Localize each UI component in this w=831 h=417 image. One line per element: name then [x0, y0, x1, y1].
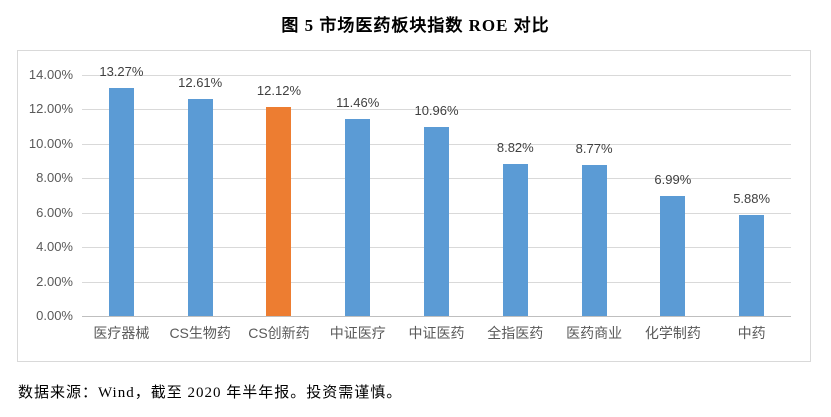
bar-slot-7: 8.77% [555, 75, 634, 316]
bar-3 [266, 107, 292, 316]
bar-slot-6: 8.82% [476, 75, 555, 316]
bar-2 [187, 98, 213, 316]
bar-slot-3: 12.12% [240, 75, 319, 316]
x-tick-label: 全指医药 [487, 325, 544, 341]
x-axis-labels: 医疗器械 CS生物药 CS创新药 中证医疗 中证医药 全指医药 医药商业 化学制药 中药 [82, 324, 791, 343]
x-axis-line [82, 316, 791, 317]
bar-slot-4: 11.46% [318, 75, 397, 316]
chart: 0.00% 2.00% 4.00% 6.00% 8.00% 10.00% 12.00% 14.… [17, 50, 811, 362]
bar-6 [502, 164, 528, 316]
data-label: 13.27% [99, 63, 144, 79]
gridline [82, 109, 791, 111]
y-tick-label: 12.00% [28, 101, 73, 117]
bar-slot-9: 5.88% [712, 75, 791, 316]
bar-slot-2: 12.61% [161, 75, 240, 316]
chart-title: 图 5 市场医药板块指数 ROE 对比 [281, 16, 550, 35]
y-tick-label: 4.00% [36, 239, 73, 255]
bar-slot-8: 6.99% [633, 75, 712, 316]
y-tick-label: 8.00% [36, 170, 73, 186]
bar-slot-1: 13.27% [82, 64, 161, 316]
data-label: 8.77% [575, 141, 613, 157]
source-note: 数据来源：Wind，截至 2020 年半年报。投资需谨慎。 [18, 385, 403, 401]
bar-8 [660, 195, 686, 316]
data-label: 6.99% [654, 171, 692, 187]
bar-4 [345, 118, 371, 316]
x-tick-label: 中证医疗 [329, 325, 386, 341]
data-label: 12.12% [256, 83, 301, 99]
x-tick-label: 中药 [737, 325, 766, 341]
y-tick-label: 2.00% [36, 273, 73, 289]
bars: 13.27% 12.61% 12.12% 11.46% 10.96% 8.82% 8.77%… [82, 64, 791, 316]
x-tick-label: CS生物药 [169, 325, 231, 341]
y-tick-label: 14.00% [28, 67, 73, 82]
bar-5 [424, 127, 450, 316]
y-tick-label: 6.00% [36, 204, 73, 220]
data-label: 12.61% [178, 74, 223, 90]
y-tick-label: 10.00% [28, 135, 73, 151]
data-label: 8.82% [496, 140, 534, 156]
x-tick-label: 医疗器械 [93, 325, 150, 341]
x-tick-label: 医药商业 [566, 325, 623, 341]
plot-area: 13.27% 12.61% 12.12% 11.46% 10.96% 8.82% 8.77%… [82, 64, 791, 317]
y-tick-label: 0.00% [36, 308, 73, 323]
data-label: 10.96% [414, 103, 459, 119]
data-label: 11.46% [336, 94, 380, 110]
gridline [82, 75, 791, 76]
bar-7 [581, 165, 607, 316]
bar-9 [739, 214, 765, 316]
bar-slot-5: 10.96% [397, 75, 476, 316]
x-tick-label: 化学制药 [644, 325, 701, 341]
bar-1 [108, 87, 134, 316]
x-tick-label: CS创新药 [248, 325, 310, 341]
x-tick-label: 中证医药 [408, 325, 465, 341]
data-label: 5.88% [733, 190, 771, 206]
y-axis: 0.00% 2.00% 4.00% 6.00% 8.00% 10.00% 12.00% 14.… [18, 51, 78, 361]
